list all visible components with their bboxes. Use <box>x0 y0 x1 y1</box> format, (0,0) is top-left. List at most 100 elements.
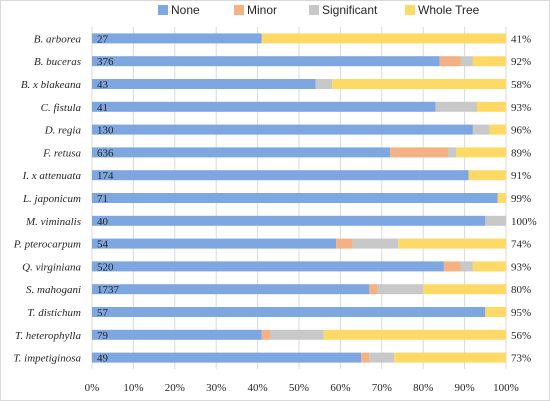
category-label: T. heterophylla <box>15 330 81 342</box>
bar-segment-whole-tree <box>394 352 506 363</box>
bar-segment-significant <box>377 284 424 295</box>
bar-segment-significant <box>369 352 395 363</box>
bar-segment-whole-tree <box>332 79 506 89</box>
bar-segment-whole-tree <box>398 238 506 249</box>
x-tick-label: 50% <box>289 382 309 394</box>
percent-label: 100% <box>511 216 537 228</box>
bar-count-label: 43 <box>97 79 109 91</box>
bar-segment-none <box>92 215 486 226</box>
bar-segment-significant <box>435 101 478 112</box>
bar-segment-minor <box>390 147 449 158</box>
bar-segment-none <box>92 329 262 340</box>
bar-segment-none <box>92 261 444 272</box>
percent-label: 73% <box>511 353 531 365</box>
bar-count-label: 520 <box>97 261 114 273</box>
category-label: M. viminalis <box>25 216 81 228</box>
bar-segment-whole-tree <box>323 329 506 340</box>
percent-label: 80% <box>511 284 531 296</box>
legend-label: Minor <box>247 3 277 17</box>
legend-swatch <box>234 5 244 15</box>
bar-count-label: 40 <box>97 216 109 228</box>
bar-segment-significant <box>460 56 473 67</box>
legend-label: None <box>171 3 200 17</box>
category-label: T. distichum <box>27 307 81 319</box>
bar-segment-none <box>92 101 436 112</box>
bar-count-label: 71 <box>97 193 108 205</box>
x-tick-label: 100% <box>493 382 519 394</box>
bar-segment-none <box>92 124 473 135</box>
category-label: B. x blakeana <box>21 79 82 91</box>
bar-segment-minor <box>443 261 461 272</box>
bars <box>92 33 506 363</box>
bar-segment-significant <box>352 238 399 249</box>
percent-label: 56% <box>511 330 531 342</box>
bar-segment-minor <box>361 352 370 363</box>
x-tick-label: 60% <box>330 382 350 394</box>
bar-segment-whole-tree <box>485 307 506 317</box>
percent-label: 92% <box>511 56 531 68</box>
bar-segment-significant <box>472 124 490 135</box>
category-label: L. japonicum <box>22 193 81 205</box>
percent-label: 99% <box>511 193 531 205</box>
legend-swatch <box>158 5 168 15</box>
bar-segment-significant <box>485 215 506 226</box>
x-tick-label: 20% <box>165 382 185 394</box>
bar-segment-whole-tree <box>456 147 506 158</box>
category-label: I. x attenuata <box>22 170 82 182</box>
bar-segment-minor <box>336 238 353 249</box>
bar-segment-significant <box>270 329 324 340</box>
bar-count-label: 376 <box>97 56 114 68</box>
bar-count-label: 27 <box>97 33 109 45</box>
bar-segment-none <box>92 238 337 249</box>
bar-segment-minor <box>369 284 378 295</box>
category-label: B. arborea <box>34 33 82 45</box>
bar-segment-minor <box>261 329 271 340</box>
bar-segment-whole-tree <box>472 261 506 272</box>
x-tick-label: 70% <box>372 382 392 394</box>
percent-label: 41% <box>511 33 531 45</box>
bar-count-label: 49 <box>97 353 109 365</box>
percent-label: 93% <box>511 261 531 273</box>
bar-segment-none <box>92 56 440 67</box>
percent-label: 95% <box>511 307 531 319</box>
category-label: B. buceras <box>34 56 81 68</box>
bar-count-label: 57 <box>97 307 109 319</box>
legend-label: Whole Tree <box>418 3 480 17</box>
legend-swatch <box>405 5 415 15</box>
bar-segment-none <box>92 307 486 317</box>
category-label: F. retusa <box>42 147 81 159</box>
bar-segment-significant <box>315 79 333 89</box>
category-label: P. pterocarpum <box>13 239 81 251</box>
bar-count-label: 79 <box>97 330 109 342</box>
bar-segment-none <box>92 193 498 203</box>
bar-segment-significant <box>448 147 457 158</box>
x-tick-label: 40% <box>248 382 268 394</box>
category-label: Q. virginiana <box>22 261 81 273</box>
category-label: T. impetiginosa <box>13 353 81 365</box>
bar-segment-whole-tree <box>477 101 506 112</box>
bar-count-label: 174 <box>97 170 114 182</box>
percent-label: 93% <box>511 102 531 114</box>
bar-segment-none <box>92 147 391 158</box>
bar-segment-none <box>92 33 262 44</box>
labels: 0% 10% 20% 30% 40% 50% 60% 70% 80% 90% 100% B. arbo… <box>13 33 537 394</box>
percent-label: 89% <box>511 147 531 159</box>
x-tick-label: 90% <box>455 382 475 394</box>
percent-label: 91% <box>511 170 531 182</box>
bar-segment-whole-tree <box>423 284 506 295</box>
category-label: C. fistula <box>41 102 82 114</box>
bar-count-label: 41 <box>97 102 108 114</box>
x-tick-label: 80% <box>413 382 433 394</box>
bar-segment-none <box>92 352 362 363</box>
bar-count-label: 1737 <box>97 284 120 296</box>
bar-segment-none <box>92 284 370 295</box>
bar-count-label: 130 <box>97 125 114 137</box>
bar-segment-significant <box>460 261 473 272</box>
x-tick-label: 30% <box>206 382 226 394</box>
bar-count-label: 636 <box>97 147 114 159</box>
bar-segment-whole-tree <box>261 33 506 44</box>
legend-swatch <box>309 5 319 15</box>
bar-segment-whole-tree <box>489 124 506 135</box>
